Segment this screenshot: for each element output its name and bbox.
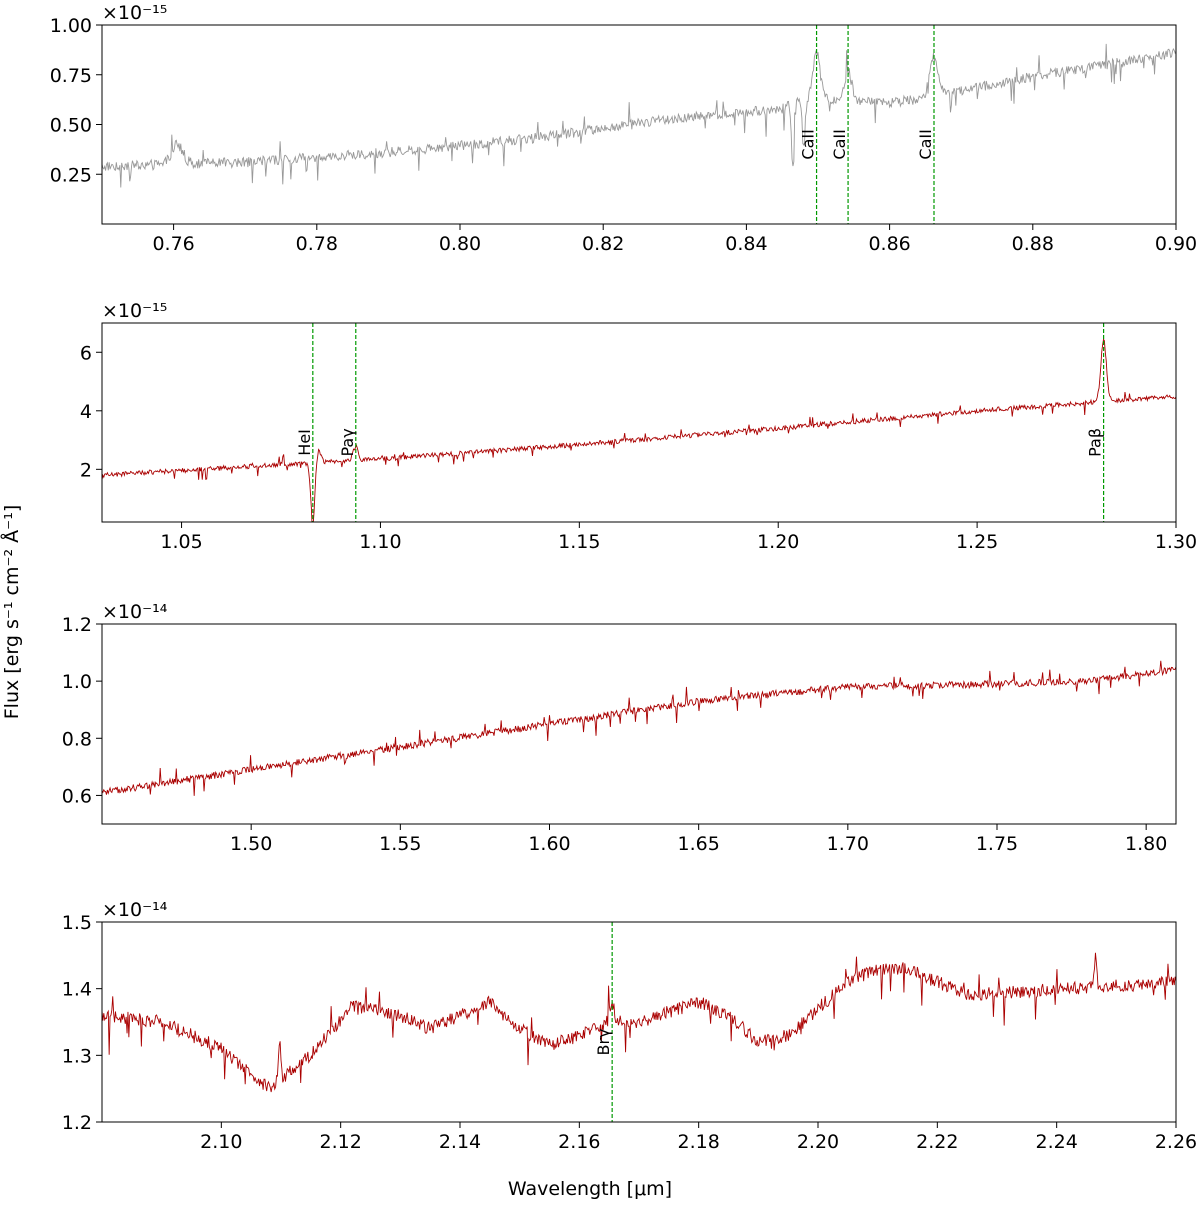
y-tick-label: 4 xyxy=(80,401,92,423)
x-tick-label: 2.14 xyxy=(439,1131,481,1153)
y-tick-label: 0.8 xyxy=(62,728,92,750)
x-tick-label: 1.20 xyxy=(757,531,799,553)
x-tick-label: 1.30 xyxy=(1155,531,1197,553)
line-label: CaII xyxy=(799,129,818,159)
figure-xlabel: Wavelength [μm] xyxy=(508,1178,672,1200)
x-tick-label: 2.16 xyxy=(558,1131,600,1153)
line-label: Brγ xyxy=(594,1028,613,1055)
x-tick-label: 1.55 xyxy=(379,833,421,855)
line-label: Paγ xyxy=(338,428,357,456)
y-tick-label: 0.25 xyxy=(50,164,92,186)
line-label: Paβ xyxy=(1086,428,1105,457)
panel-1: CaII CaII CaII 0.76 0.78 0.80 0.82 0.84 0.86 0.88… xyxy=(50,2,1197,255)
y-tick-label: 1.00 xyxy=(50,15,92,37)
line-label: CaII xyxy=(916,129,935,159)
axes-frame xyxy=(101,24,1177,225)
x-tick-label: 1.10 xyxy=(359,531,401,553)
line-label: CaII xyxy=(830,129,849,159)
axis-multiplier: ×10⁻¹⁴ xyxy=(102,601,168,623)
x-tick-label: 0.82 xyxy=(582,233,624,255)
x-tick-label: 1.80 xyxy=(1125,833,1167,855)
y-tick-label: 0.75 xyxy=(50,65,92,87)
x-tick-label: 1.75 xyxy=(976,833,1018,855)
x-tick-label: 0.80 xyxy=(439,233,481,255)
axis-multiplier: ×10⁻¹⁴ xyxy=(102,899,168,921)
axes-frame xyxy=(101,322,1177,523)
x-tick-label: 2.22 xyxy=(916,1131,958,1153)
x-tick-label: 1.50 xyxy=(230,833,272,855)
x-tick-label: 0.76 xyxy=(152,233,194,255)
x-tick-label: 0.88 xyxy=(1012,233,1054,255)
x-tick-label: 0.90 xyxy=(1155,233,1197,255)
y-tick-label: 0.6 xyxy=(62,785,92,807)
x-tick-label: 0.84 xyxy=(725,233,767,255)
spectrum-line xyxy=(102,660,1176,796)
panel-4: Brγ 2.10 2.12 2.14 2.16 2.18 2.20 2.22 2.24 2.26 1… xyxy=(62,899,1197,1153)
x-tick-label: 1.65 xyxy=(678,833,720,855)
y-tick-label: 1.3 xyxy=(62,1045,92,1067)
spectrum-line xyxy=(102,952,1176,1093)
y-tick-label: 2 xyxy=(80,459,92,481)
y-tick-label: 1.4 xyxy=(62,979,92,1001)
x-tick-label: 1.15 xyxy=(558,531,600,553)
x-tick-label: 1.25 xyxy=(956,531,998,553)
figure-ylabel: Flux [erg s⁻¹ cm⁻² Å⁻¹] xyxy=(0,505,23,720)
axes-frame xyxy=(101,921,1177,1123)
axes-frame xyxy=(101,623,1177,825)
panel-2: HeI Paγ Paβ 1.05 1.10 1.15 1.20 1.25 1.30 2 4 6 ×10⁻… xyxy=(80,300,1197,553)
line-label: HeI xyxy=(295,429,314,456)
y-tick-label: 1.0 xyxy=(62,671,92,693)
panel-3: 1.50 1.55 1.60 1.65 1.70 1.75 1.80 0.6 0.8 1.0 1.2… xyxy=(62,601,1177,855)
x-tick-label: 1.60 xyxy=(528,833,570,855)
x-tick-label: 2.10 xyxy=(200,1131,242,1153)
spectrum-line xyxy=(102,338,1176,522)
axis-multiplier: ×10⁻¹⁵ xyxy=(102,300,167,322)
x-tick-label: 0.86 xyxy=(868,233,910,255)
x-tick-label: 2.18 xyxy=(678,1131,720,1153)
y-tick-label: 1.5 xyxy=(62,912,92,934)
x-tick-label: 2.12 xyxy=(320,1131,362,1153)
y-tick-label: 1.2 xyxy=(62,614,92,636)
y-tick-label: 1.2 xyxy=(62,1112,92,1134)
y-tick-label: 0.50 xyxy=(50,115,92,137)
x-tick-label: 2.24 xyxy=(1036,1131,1078,1153)
x-tick-label: 2.20 xyxy=(797,1131,839,1153)
x-tick-label: 2.26 xyxy=(1155,1131,1197,1153)
spectrum-line xyxy=(102,43,1176,188)
x-tick-label: 1.70 xyxy=(827,833,869,855)
axis-multiplier: ×10⁻¹⁵ xyxy=(102,2,167,24)
x-tick-label: 0.78 xyxy=(296,233,338,255)
x-tick-label: 1.05 xyxy=(160,531,202,553)
y-tick-label: 6 xyxy=(80,342,92,364)
